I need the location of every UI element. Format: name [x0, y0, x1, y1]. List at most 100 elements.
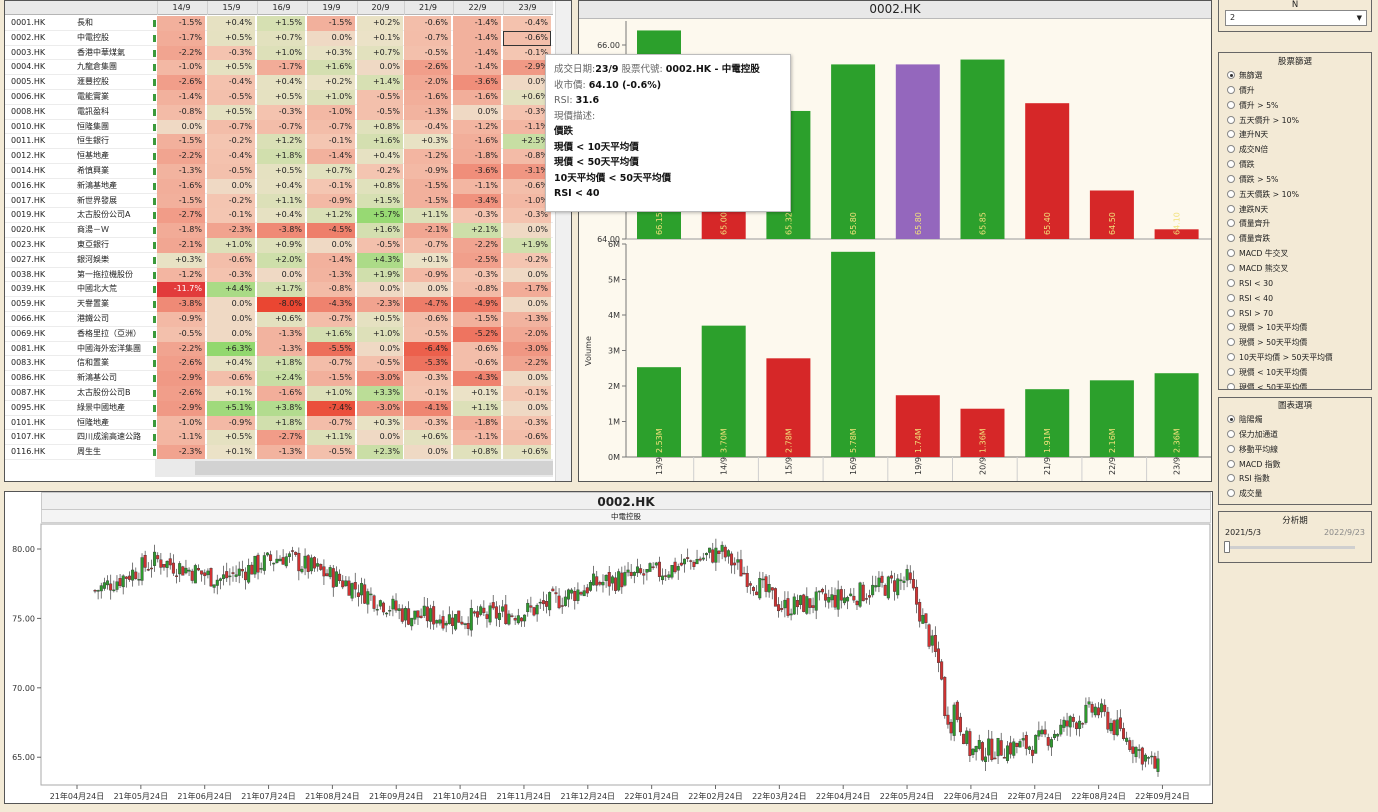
- percent-change-cell[interactable]: -1.6%: [157, 178, 205, 194]
- percent-change-cell[interactable]: -1.5%: [404, 178, 451, 194]
- candle[interactable]: [761, 578, 765, 581]
- candle[interactable]: [730, 553, 734, 566]
- percent-change-cell[interactable]: 0.0%: [207, 312, 255, 327]
- candle[interactable]: [466, 623, 470, 629]
- percent-change-cell[interactable]: -2.5%: [453, 252, 501, 268]
- percent-change-cell[interactable]: +3.3%: [357, 386, 403, 401]
- candle[interactable]: [1005, 745, 1009, 761]
- radio-option[interactable]: 10天平均價 > 50天平均價: [1219, 351, 1371, 366]
- candle[interactable]: [604, 574, 608, 581]
- candle[interactable]: [165, 560, 169, 568]
- percent-change-cell[interactable]: -1.8%: [157, 223, 205, 238]
- candle[interactable]: [1134, 747, 1138, 758]
- candle[interactable]: [576, 589, 580, 601]
- percent-change-cell[interactable]: -1.5%: [157, 193, 205, 209]
- candle[interactable]: [808, 598, 812, 608]
- candle[interactable]: [1156, 758, 1160, 772]
- candle[interactable]: [526, 602, 530, 613]
- candle[interactable]: [432, 606, 436, 625]
- candle[interactable]: [1150, 755, 1154, 758]
- candle[interactable]: [554, 592, 558, 595]
- candle[interactable]: [131, 569, 135, 581]
- percent-change-cell[interactable]: +1.1%: [453, 400, 501, 416]
- percent-change-cell[interactable]: +0.5%: [207, 104, 255, 120]
- percent-change-cell[interactable]: 0.0%: [404, 282, 451, 298]
- radio-button-icon[interactable]: [1227, 459, 1235, 468]
- candle[interactable]: [1031, 749, 1035, 756]
- table-row[interactable]: 0101.HK 恒隆地產 -1.0% -0.9% +1.8% -0.7% +0.3% -0.3…: [5, 415, 553, 431]
- candle[interactable]: [234, 574, 238, 577]
- candle[interactable]: [1027, 746, 1031, 750]
- candle[interactable]: [247, 565, 251, 583]
- percent-change-cell[interactable]: +0.8%: [453, 445, 501, 460]
- volume-bar[interactable]: [1089, 380, 1134, 457]
- candle[interactable]: [974, 746, 978, 753]
- candle[interactable]: [579, 592, 583, 595]
- candle[interactable]: [472, 611, 476, 614]
- candle[interactable]: [720, 544, 724, 552]
- percent-change-cell[interactable]: +0.1%: [404, 252, 451, 268]
- table-row[interactable]: 0012.HK 恒基地產 -2.2% -0.4% +1.8% -1.4% +0.4% -1.2…: [5, 149, 553, 164]
- candle[interactable]: [855, 601, 859, 606]
- candle[interactable]: [112, 589, 116, 592]
- candle[interactable]: [648, 563, 652, 572]
- percent-change-cell[interactable]: +1.0%: [357, 326, 403, 342]
- radio-option[interactable]: RSI 指數: [1219, 472, 1371, 487]
- percent-change-cell[interactable]: -2.2%: [157, 341, 205, 357]
- candle[interactable]: [714, 547, 718, 563]
- percent-change-cell[interactable]: +0.4%: [357, 149, 403, 164]
- candle[interactable]: [250, 564, 254, 575]
- percent-change-cell[interactable]: -0.7%: [404, 30, 451, 46]
- percent-change-cell[interactable]: -1.3%: [404, 104, 451, 120]
- percent-change-cell[interactable]: -1.3%: [503, 312, 551, 327]
- candle[interactable]: [1093, 706, 1097, 716]
- candle[interactable]: [588, 582, 592, 591]
- percent-change-cell[interactable]: +2.0%: [257, 252, 305, 268]
- percent-change-cell[interactable]: -3.6%: [453, 164, 501, 179]
- percent-change-cell[interactable]: -2.6%: [404, 60, 451, 76]
- candle[interactable]: [109, 583, 113, 591]
- table-row[interactable]: 0011.HK 恒生銀行 -1.5% -0.2% +1.2% -0.1% +1.6% +0.3…: [5, 134, 553, 150]
- candle[interactable]: [670, 565, 674, 578]
- percent-change-cell[interactable]: +1.9%: [357, 267, 403, 283]
- candle[interactable]: [839, 589, 843, 601]
- candle[interactable]: [447, 614, 451, 625]
- percent-change-cell[interactable]: +3.8%: [257, 400, 305, 416]
- percent-change-cell[interactable]: -1.2%: [453, 119, 501, 135]
- percent-change-cell[interactable]: -0.1%: [307, 134, 355, 150]
- candle[interactable]: [566, 589, 570, 600]
- radio-option[interactable]: 成交N倍: [1219, 143, 1371, 158]
- percent-change-cell[interactable]: +0.4%: [257, 75, 305, 90]
- period-slider-track[interactable]: [1227, 546, 1355, 549]
- candle[interactable]: [723, 546, 727, 558]
- percent-change-cell[interactable]: -1.1%: [503, 119, 551, 135]
- candle[interactable]: [915, 586, 919, 605]
- candle[interactable]: [661, 575, 665, 581]
- table-row[interactable]: 0116.HK 周生生 -2.3% +0.1% -1.3% -0.5% +2.3% 0.0% +…: [5, 445, 553, 460]
- percent-change-cell[interactable]: +0.6%: [404, 430, 451, 446]
- volume-bar[interactable]: [895, 395, 940, 457]
- candle[interactable]: [168, 558, 172, 566]
- percent-change-cell[interactable]: -4.5%: [307, 223, 355, 238]
- radio-option[interactable]: 價跌 > 5%: [1219, 173, 1371, 188]
- percent-change-cell[interactable]: -0.5%: [207, 164, 255, 179]
- percent-change-cell[interactable]: -1.5%: [307, 16, 355, 31]
- percent-change-cell[interactable]: -0.5%: [357, 356, 403, 372]
- percent-change-cell[interactable]: -1.3%: [307, 267, 355, 283]
- candle[interactable]: [291, 550, 295, 552]
- table-row[interactable]: 0081.HK 中國海外宏洋集團 -2.2% +6.3% -1.3% -5.5% 0.0% -…: [5, 341, 553, 357]
- radio-option[interactable]: RSI < 40: [1219, 292, 1371, 307]
- candle[interactable]: [375, 609, 379, 611]
- radio-option[interactable]: RSI < 30: [1219, 277, 1371, 292]
- candle[interactable]: [745, 573, 749, 587]
- radio-button-icon[interactable]: [1227, 234, 1235, 243]
- percent-change-cell[interactable]: -1.3%: [157, 164, 205, 179]
- candle[interactable]: [1009, 742, 1013, 755]
- candle[interactable]: [190, 570, 194, 581]
- volume-bar[interactable]: [637, 367, 681, 457]
- percent-change-cell[interactable]: 0.0%: [207, 178, 255, 194]
- percent-change-cell[interactable]: +1.4%: [357, 75, 403, 90]
- percent-change-cell[interactable]: -1.4%: [453, 16, 501, 31]
- candle[interactable]: [811, 605, 815, 608]
- percent-change-cell[interactable]: -8.0%: [257, 297, 305, 312]
